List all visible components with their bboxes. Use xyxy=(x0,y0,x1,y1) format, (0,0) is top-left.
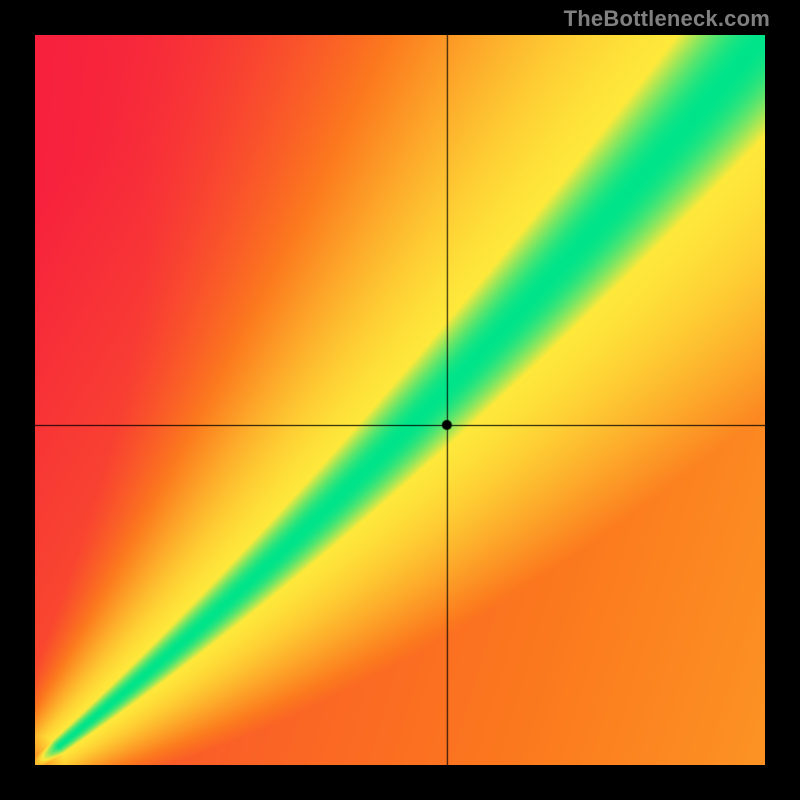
watermark-text: TheBottleneck.com xyxy=(564,6,770,32)
heatmap-plot xyxy=(35,35,765,765)
heatmap-canvas xyxy=(35,35,765,765)
